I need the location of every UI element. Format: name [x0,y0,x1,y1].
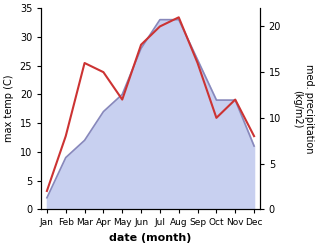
X-axis label: date (month): date (month) [109,233,192,243]
Y-axis label: med. precipitation
(kg/m2): med. precipitation (kg/m2) [292,64,314,153]
Y-axis label: max temp (C): max temp (C) [4,75,14,143]
